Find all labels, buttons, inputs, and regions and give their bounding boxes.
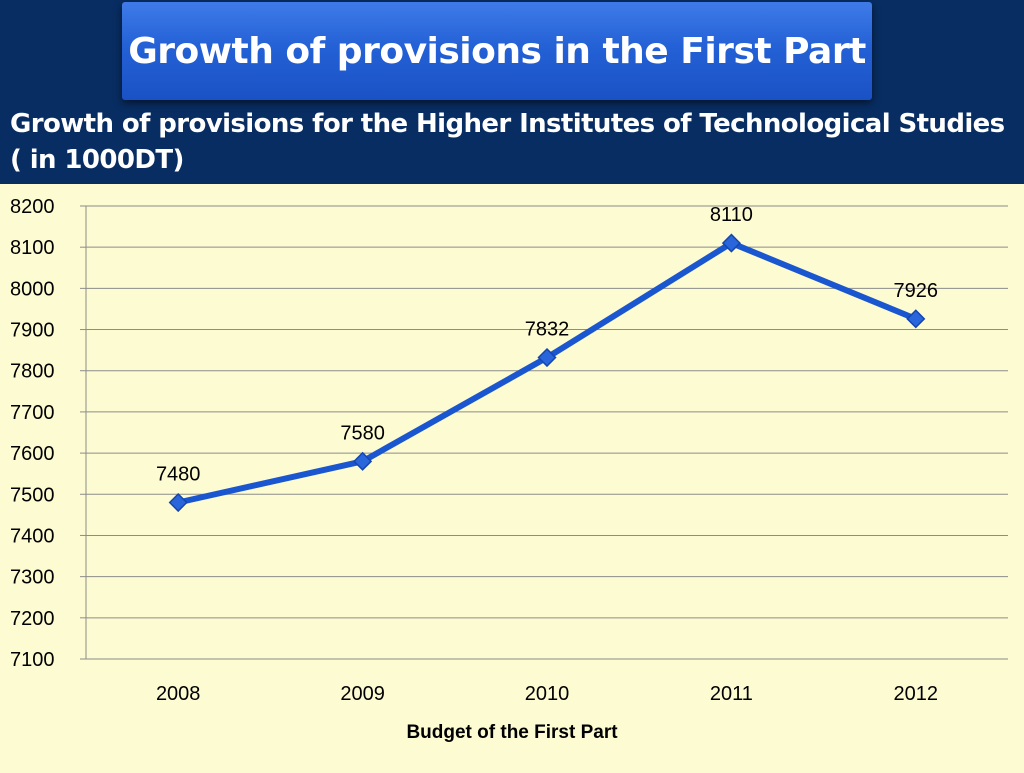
data-point-marker (537, 347, 557, 368)
y-tick-label: 7700 (10, 402, 55, 424)
series (175, 240, 919, 506)
series-line-segment (359, 354, 550, 465)
slide-title-box: Growth of provisions in the First Part (122, 2, 872, 100)
data-point-marker (353, 451, 373, 471)
slide-title: Growth of provisions in the First Part (128, 30, 866, 72)
y-tick-label: 8000 (10, 278, 55, 300)
data-point-marker (168, 492, 188, 513)
x-tick-label: 2011 (710, 683, 753, 705)
y-tick-label: 7100 (10, 649, 55, 671)
y-tick-label: 8100 (10, 237, 55, 259)
series-line-segment (544, 240, 735, 361)
y-tick-labels: 8200 8100 8000 7900 7800 7700 7600 7500 7400 7300… (10, 196, 55, 671)
data-point-marker (721, 233, 741, 253)
grid-lines (86, 205, 1008, 660)
data-labels: 7480 7580 7832 8110 7926 (156, 204, 938, 485)
y-tick-label: 7800 (10, 361, 55, 383)
data-point-marker (906, 309, 926, 329)
x-tick-labels: 2008 2009 2010 2011 2012 (156, 683, 938, 705)
data-label: 7480 (156, 464, 201, 486)
y-tick-label: 7600 (10, 443, 55, 465)
y-tick-label: 7200 (10, 608, 55, 630)
x-tick-label: 2010 (525, 683, 570, 705)
y-tick-label: 7500 (10, 484, 55, 506)
x-tick-label: 2009 (340, 683, 385, 705)
chart-area: 8200 8100 8000 7900 7800 7700 7600 7500 7400 7300… (0, 184, 1024, 768)
line-chart: 8200 8100 8000 7900 7800 7700 7600 7500 7400 7300… (10, 196, 1008, 743)
data-label: 7832 (525, 319, 570, 341)
series-line-segment (175, 458, 366, 506)
x-axis-title: Budget of the First Part (406, 722, 618, 743)
x-tick-label: 2012 (894, 683, 939, 705)
header-band: Growth of provisions in the First Part G… (0, 0, 1024, 184)
series-line-segment (728, 240, 919, 322)
markers (168, 233, 926, 513)
y-tick-label: 8200 (10, 196, 55, 218)
axes (80, 205, 1008, 660)
y-tick-label: 7300 (10, 567, 55, 589)
y-tick-label: 7900 (10, 320, 55, 342)
data-label: 8110 (710, 204, 753, 226)
data-label: 7580 (340, 422, 385, 444)
data-label: 7926 (894, 280, 939, 302)
x-tick-label: 2008 (156, 683, 201, 705)
y-tick-label: 7400 (10, 525, 55, 547)
chart-title: Growth of provisions for the Higher Inst… (10, 109, 1005, 175)
